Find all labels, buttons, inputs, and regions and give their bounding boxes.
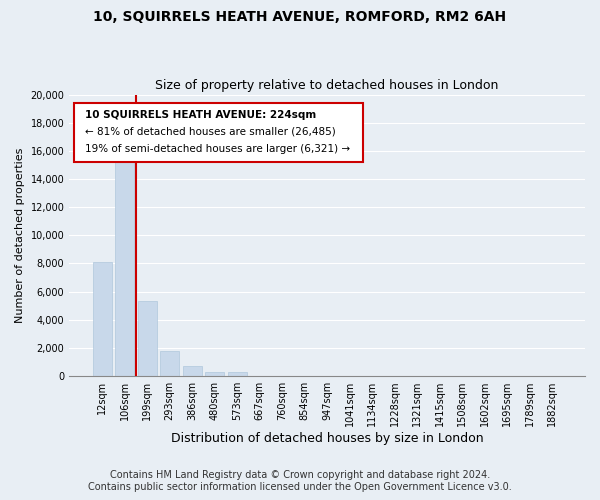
Text: 19% of semi-detached houses are larger (6,321) →: 19% of semi-detached houses are larger (…	[85, 144, 350, 154]
Bar	[227, 372, 247, 376]
Text: 10, SQUIRRELS HEATH AVENUE, ROMFORD, RM2 6AH: 10, SQUIRRELS HEATH AVENUE, ROMFORD, RM2…	[94, 10, 506, 24]
Text: 10 SQUIRRELS HEATH AVENUE: 224sqm: 10 SQUIRRELS HEATH AVENUE: 224sqm	[85, 110, 316, 120]
Y-axis label: Number of detached properties: Number of detached properties	[15, 148, 25, 323]
Bar	[182, 366, 202, 376]
FancyBboxPatch shape	[74, 103, 363, 162]
Title: Size of property relative to detached houses in London: Size of property relative to detached ho…	[155, 79, 499, 92]
Text: Contains public sector information licensed under the Open Government Licence v3: Contains public sector information licen…	[88, 482, 512, 492]
Bar	[205, 372, 224, 376]
Text: Contains HM Land Registry data © Crown copyright and database right 2024.: Contains HM Land Registry data © Crown c…	[110, 470, 490, 480]
Bar	[160, 352, 179, 376]
Bar	[138, 302, 157, 376]
Bar	[93, 262, 112, 376]
Text: ← 81% of detached houses are smaller (26,485): ← 81% of detached houses are smaller (26…	[85, 127, 335, 137]
Bar	[115, 144, 134, 376]
X-axis label: Distribution of detached houses by size in London: Distribution of detached houses by size …	[171, 432, 484, 445]
